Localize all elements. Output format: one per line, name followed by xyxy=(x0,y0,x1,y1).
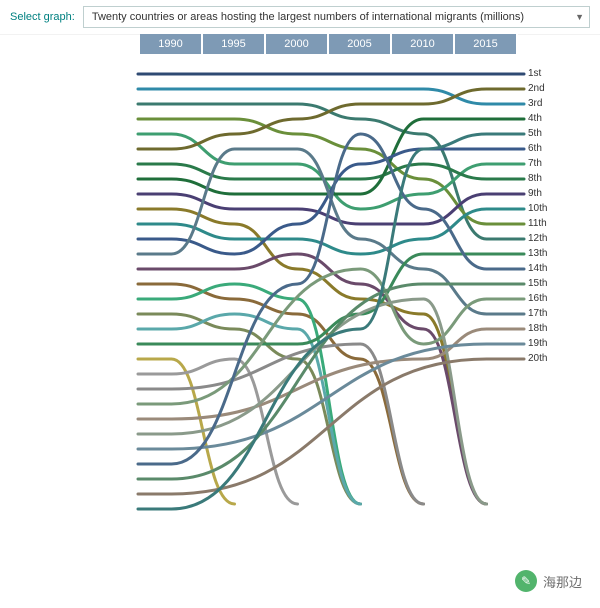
selector-label: Select graph: xyxy=(10,11,75,23)
bump-line xyxy=(138,359,298,504)
graph-select-value: Twenty countries or areas hosting the la… xyxy=(83,6,590,28)
bump-chart: 199019952000200520102015 United States o… xyxy=(0,34,600,574)
graph-select[interactable]: Twenty countries or areas hosting the la… xyxy=(83,6,590,28)
watermark-text: 海那边 xyxy=(543,572,582,591)
watermark: ✎ 海那边 xyxy=(515,570,582,592)
watermark-icon: ✎ xyxy=(515,570,537,592)
chevron-down-icon: ▼ xyxy=(575,12,584,22)
bump-line xyxy=(138,119,524,194)
bump-line xyxy=(138,209,524,254)
graph-selector-bar: Select graph: Twenty countries or areas … xyxy=(0,0,600,35)
bump-line xyxy=(138,284,361,504)
bump-line xyxy=(138,359,235,504)
bump-line xyxy=(138,284,524,479)
bump-chart-svg xyxy=(0,34,600,574)
